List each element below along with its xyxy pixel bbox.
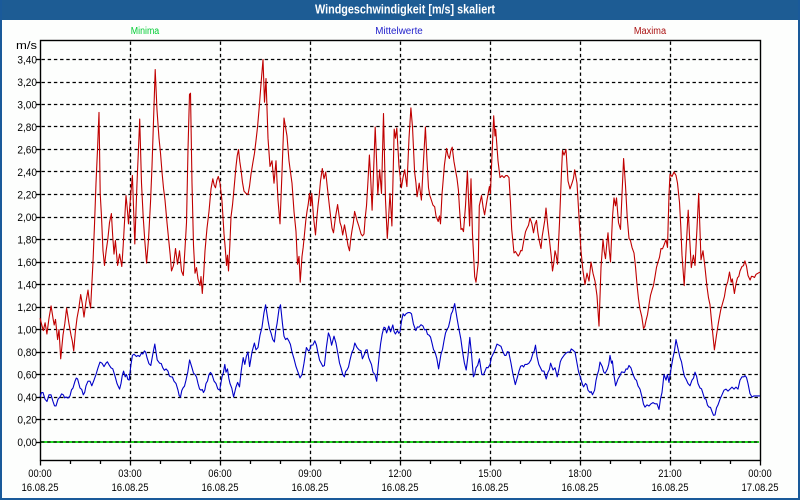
svg-text:03:00: 03:00 (118, 468, 141, 480)
svg-text:2,00: 2,00 (17, 212, 37, 224)
svg-text:1,40: 1,40 (17, 280, 37, 292)
svg-text:1,80: 1,80 (17, 235, 37, 247)
svg-text:16.08.25: 16.08.25 (652, 482, 689, 494)
svg-text:16.08.25: 16.08.25 (202, 482, 239, 494)
svg-text:15:00: 15:00 (478, 468, 501, 480)
svg-text:09:00: 09:00 (298, 468, 321, 480)
svg-text:1,00: 1,00 (17, 325, 37, 337)
svg-text:0,20: 0,20 (17, 415, 37, 427)
svg-text:16.08.25: 16.08.25 (112, 482, 149, 494)
svg-text:16.08.25: 16.08.25 (382, 482, 419, 494)
svg-text:Minima: Minima (131, 26, 160, 37)
svg-text:06:00: 06:00 (208, 468, 231, 480)
svg-text:16.08.25: 16.08.25 (22, 482, 59, 494)
svg-text:16.08.25: 16.08.25 (472, 482, 509, 494)
svg-text:21:00: 21:00 (658, 468, 681, 480)
svg-text:0,80: 0,80 (17, 347, 37, 359)
svg-text:1,20: 1,20 (17, 302, 37, 314)
svg-text:2,40: 2,40 (17, 167, 37, 179)
svg-text:18:00: 18:00 (568, 468, 591, 480)
svg-text:3,00: 3,00 (17, 100, 37, 112)
svg-text:2,20: 2,20 (17, 190, 37, 202)
svg-text:Maxima: Maxima (634, 26, 667, 37)
svg-text:3,40: 3,40 (17, 55, 37, 67)
svg-text:2,80: 2,80 (17, 122, 37, 134)
svg-text:17.08.25: 17.08.25 (742, 482, 779, 494)
svg-text:m/s: m/s (16, 40, 38, 52)
svg-text:16.08.25: 16.08.25 (292, 482, 329, 494)
svg-text:16.08.25: 16.08.25 (562, 482, 599, 494)
svg-text:0,00: 0,00 (17, 437, 37, 449)
svg-text:3,20: 3,20 (17, 77, 37, 89)
svg-text:0,60: 0,60 (17, 370, 37, 382)
svg-text:Mittelwerte: Mittelwerte (375, 26, 423, 37)
svg-text:2,60: 2,60 (17, 145, 37, 157)
svg-text:00:00: 00:00 (28, 468, 51, 480)
svg-text:12:00: 12:00 (388, 468, 411, 480)
svg-text:Windgeschwindigkeit [m/s] skal: Windgeschwindigkeit [m/s] skaliert (315, 3, 496, 17)
svg-text:00:00: 00:00 (748, 468, 771, 480)
svg-text:0,40: 0,40 (17, 392, 37, 404)
svg-text:1,60: 1,60 (17, 257, 37, 269)
